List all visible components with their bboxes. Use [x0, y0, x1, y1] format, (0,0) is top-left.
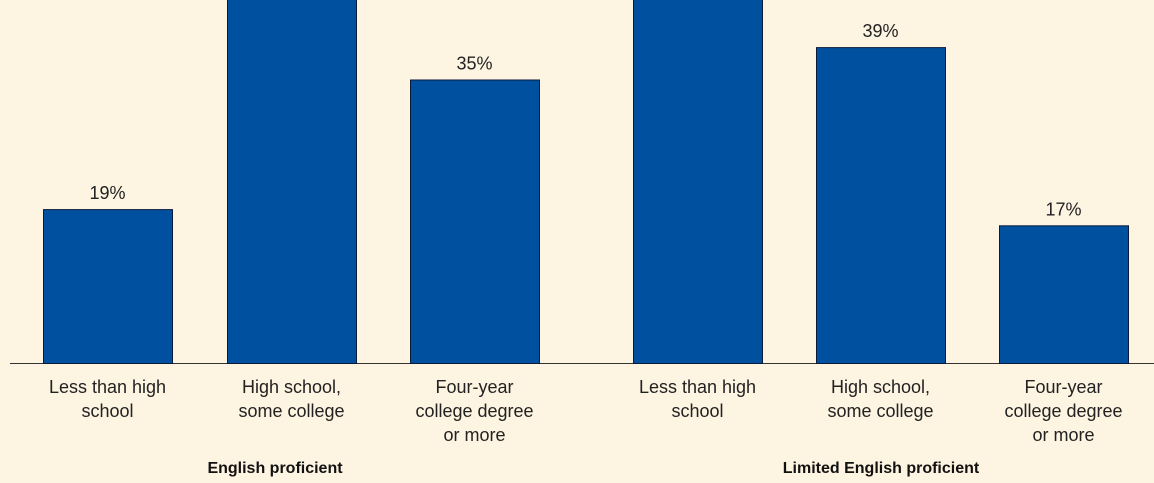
category-label-line: Four-year [435, 377, 513, 397]
category-label-line: High school, [831, 377, 930, 397]
category-label-line: Less than high [49, 377, 166, 397]
category-label-line: college degree [1004, 401, 1122, 421]
bar-value-label: 17% [1045, 199, 1081, 219]
category-label: Less than high school [49, 377, 166, 421]
category-label-line: or more [443, 425, 505, 445]
category-label: Less than high school [639, 377, 756, 421]
bar-1-3 [410, 79, 540, 364]
category-label-line: some college [238, 401, 344, 421]
category-label-line: High school, [242, 377, 341, 397]
category-label-line: college degree [415, 401, 533, 421]
bar-value-label: 19% [89, 183, 125, 203]
category-label-line: Less than high [639, 377, 756, 397]
category-label-line: or more [1032, 425, 1094, 445]
bar-1-2 [227, 0, 357, 365]
bar-2-2 [816, 47, 946, 364]
category-label: Four-year college degree or more [415, 377, 533, 445]
category-label-line: school [81, 401, 133, 421]
category-label-line: some college [827, 401, 933, 421]
bar-1-1 [43, 209, 173, 364]
bar-value-label: 39% [862, 21, 898, 41]
category-label-line: Four-year [1024, 377, 1102, 397]
category-label: Four-year college degree or more [1004, 377, 1122, 445]
bar-2-1 [633, 0, 763, 364]
group-label: Limited English proficient [783, 460, 980, 477]
category-label-line: school [671, 401, 723, 421]
category-label: High school, some college [238, 377, 344, 421]
bar-2-3 [999, 225, 1129, 364]
bar-value-label: 35% [456, 54, 492, 74]
group-label: English proficient [207, 460, 343, 477]
category-label: High school, some college [827, 377, 933, 421]
